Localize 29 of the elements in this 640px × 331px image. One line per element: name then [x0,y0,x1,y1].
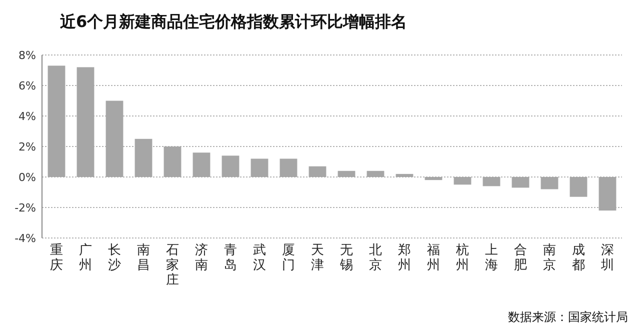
y-tick-label: 8% [18,49,36,62]
y-tick-label: 0% [18,171,36,184]
x-tick-label: 福州 [427,243,440,273]
x-tick-label: 郑州 [398,243,411,273]
x-tick-label: 南昌 [137,243,150,273]
x-tick-label: 重庆 [50,243,63,273]
y-tick-label: 6% [18,80,36,92]
x-tick-label: 南京 [543,243,556,273]
y-tick-label: -2% [14,202,36,214]
y-tick-label: 2% [18,140,36,154]
x-tick-label: 北京 [369,243,382,273]
source-note: 数据来源：国家统计局 [508,310,628,324]
x-tick-label: 厦门 [282,243,295,273]
x-tick-label: 济南 [195,243,208,273]
y-tick-label: 4% [18,110,36,123]
x-tick-label: 广州 [79,243,92,273]
x-tick-label: 青岛 [224,243,237,273]
x-tick-label: 杭州 [455,243,469,273]
x-tick-label: 武汉 [253,243,266,273]
x-tick-label: 无锡 [339,243,353,273]
x-tick-label: 长沙 [108,243,121,273]
y-tick-label: -4% [14,232,36,245]
x-tick-label: 天津 [311,243,324,273]
chart-title: 近6个月新建商品住宅价格指数累计环比增幅排名 [59,12,408,31]
x-tick-label: 合肥 [514,243,527,273]
x-tick-label: 上海 [485,243,498,273]
x-tick-label: 石家庄 [166,243,179,288]
x-tick-label: 成都 [572,243,585,273]
x-tick-label: 深圳 [600,243,614,273]
